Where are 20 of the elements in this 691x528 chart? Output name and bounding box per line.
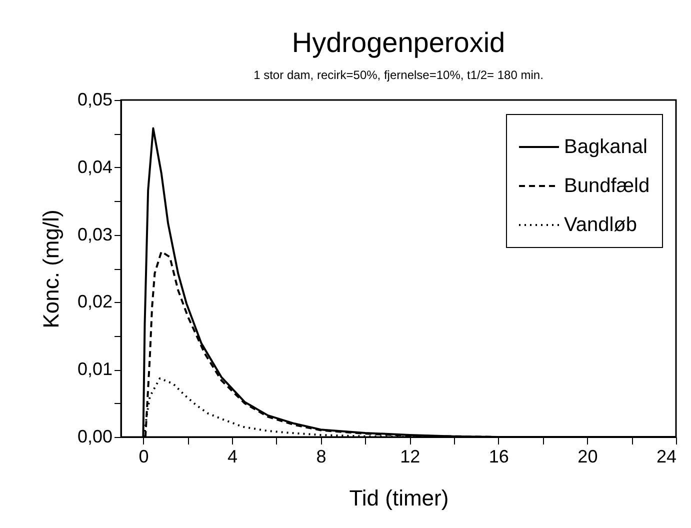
y-tick-label: 0,04 [77,156,112,177]
x-tick-label: 4 [227,446,238,466]
x-tick-label: 16 [488,446,509,466]
y-tick-label: 0,05 [77,90,112,110]
y-tick-label: 0,02 [77,292,112,312]
legend-label: Bagkanal [564,136,648,158]
x-tick-label: 8 [316,446,326,466]
x-tick-label: 12 [400,446,420,466]
legend-label: Bundfæld [564,175,650,197]
x-tick-label: 24 [656,446,676,466]
y-tick-label: 0,01 [77,359,112,380]
y-axis-title: Konc. (mg/l) [38,210,64,328]
y-tick-label: 0,03 [77,224,112,244]
chart-subtitle: 1 stor dam, recirk=50%, fjernelse=10%, t1/2= 180 min. [254,68,544,82]
y-tick-label: 0,00 [77,426,112,446]
chart-title: Hydrogenperoxid [292,27,506,58]
x-axis-title: Tid (timer) [349,486,449,510]
x-tick-label: 20 [578,446,598,466]
x-tick-label: 0 [138,446,149,466]
legend-label: Vandløb [564,214,638,236]
